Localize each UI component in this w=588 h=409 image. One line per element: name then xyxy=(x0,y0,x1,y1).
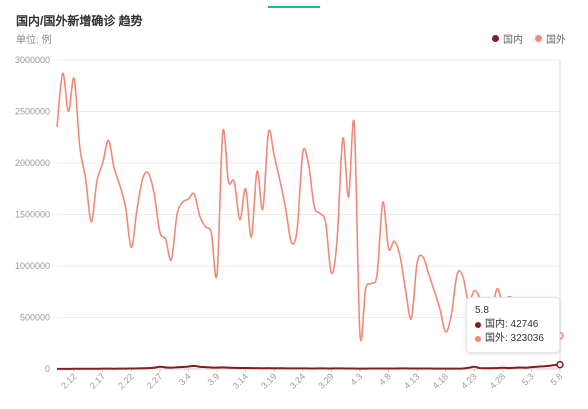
x-tick-label: 4.18 xyxy=(431,371,450,390)
x-tick-label: 2.12 xyxy=(59,371,78,390)
x-tick-label: 3.19 xyxy=(259,371,278,390)
y-tick-label: 1000000 xyxy=(15,261,50,271)
legend-dot-foreign xyxy=(535,35,542,42)
tooltip-row-foreign: 国外: 323036 xyxy=(475,332,551,346)
tooltip-dot-foreign xyxy=(475,336,481,342)
tooltip-date: 5.8 xyxy=(475,305,489,316)
x-tick-label: 5.3 xyxy=(520,371,536,387)
tooltip-domestic-value: 国内: 42746 xyxy=(485,319,539,330)
x-tick-label: 2.27 xyxy=(145,371,164,390)
x-tick-label: 4.28 xyxy=(488,371,507,390)
x-tick-label: 4.23 xyxy=(459,371,478,390)
x-tick-label: 5.8 xyxy=(548,371,564,387)
y-tick-label: 1500000 xyxy=(15,210,50,220)
top-accent-bar xyxy=(268,6,320,8)
tooltip-foreign-value: 国外: 323036 xyxy=(485,333,544,344)
x-tick-label: 3.29 xyxy=(316,371,335,390)
y-tick-label: 2500000 xyxy=(15,107,50,117)
x-tick-label: 3.4 xyxy=(177,371,193,387)
x-tick-label: 4.8 xyxy=(377,371,393,387)
x-tick-label: 3.24 xyxy=(288,371,307,390)
legend-label-domestic: 国内 xyxy=(503,35,523,46)
x-tick-label: 4.3 xyxy=(348,371,364,387)
x-tick-label: 2.22 xyxy=(116,371,135,390)
x-tick-label: 3.14 xyxy=(231,371,250,390)
legend-label-foreign: 国外 xyxy=(546,35,566,46)
y-tick-label: 500000 xyxy=(20,313,50,323)
y-tick-label: 0 xyxy=(45,364,50,374)
tooltip-dot-domestic xyxy=(475,322,481,328)
x-tick-label: 4.13 xyxy=(402,371,421,390)
legend: 国内 国外 xyxy=(492,31,566,46)
y-tick-label: 2000000 xyxy=(15,158,50,168)
x-tick-label: 3.9 xyxy=(206,371,222,387)
chart-title: 国内/国外新增确诊 趋势 xyxy=(16,14,143,28)
legend-dot-domestic xyxy=(492,35,499,42)
legend-item-domestic[interactable]: 国内 xyxy=(492,31,523,46)
tooltip: 5.8 国内: 42746 国外: 323036 xyxy=(466,297,560,353)
tooltip-row-domestic: 国内: 42746 xyxy=(475,318,551,332)
legend-item-foreign[interactable]: 国外 xyxy=(535,31,566,46)
unit-label: 单位: 例 xyxy=(16,35,52,46)
series-line-domestic xyxy=(56,363,561,370)
point-domestic-last xyxy=(556,360,564,369)
x-tick-label: 2.17 xyxy=(88,371,107,390)
series-line-foreign xyxy=(56,72,561,342)
y-tick-label: 3000000 xyxy=(15,55,50,65)
